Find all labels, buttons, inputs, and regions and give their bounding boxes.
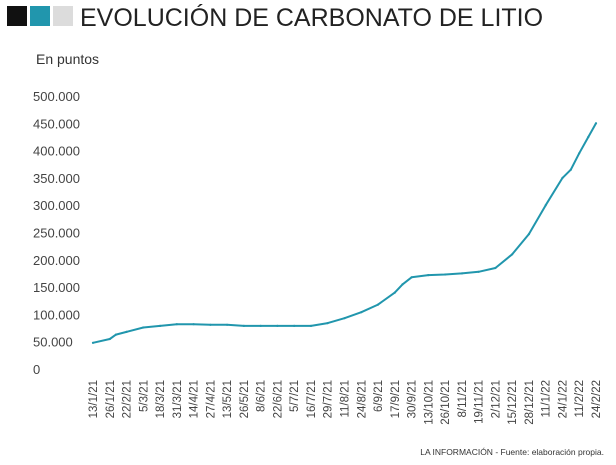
data-point: [309, 324, 313, 327]
y-tick-label: 400.000: [33, 144, 80, 159]
x-tick-label: 18/3/21: [155, 380, 167, 418]
x-tick-label: 14/4/21: [189, 380, 201, 418]
x-tick-label: 11/1/22: [541, 380, 553, 418]
x-tick-label: 15/12/21: [507, 380, 519, 425]
footer-source: LA INFORMACIÓN - Fuente: elaboración pro…: [420, 447, 604, 457]
x-tick-label: 28/12/21: [524, 380, 536, 425]
data-point: [544, 204, 547, 207]
data-point: [209, 323, 212, 326]
data-point: [259, 324, 262, 327]
data-point: [494, 266, 497, 270]
data-point: [477, 270, 480, 273]
data-point: [226, 323, 229, 326]
data-point: [410, 276, 413, 279]
data-point: [276, 324, 279, 327]
x-tick-label: 24/8/21: [356, 380, 368, 418]
y-tick-label: 300.000: [33, 198, 80, 213]
x-tick-label: 26/5/21: [239, 380, 251, 418]
series-line: [92, 122, 597, 344]
data-point: [460, 272, 463, 275]
x-tick-label: 24/1/22: [557, 380, 569, 418]
x-axis: 13/1/21 26/1/21 22/2/21 5/3/21 18/3/21 31/3/2…: [88, 380, 603, 425]
x-tick-label: 26/1/21: [105, 380, 117, 418]
y-tick-label: 100.000: [33, 307, 80, 322]
data-point: [242, 324, 245, 327]
x-tick-label: 19/11/21: [474, 380, 486, 424]
data-point: [159, 324, 162, 327]
x-tick-label: 8/6/21: [256, 380, 268, 412]
x-tick-label: 27/4/21: [205, 380, 217, 418]
data-point: [578, 152, 581, 155]
x-tick-label: 22/2/21: [122, 380, 134, 418]
x-tick-label: 6/9/21: [373, 380, 385, 412]
x-tick-label: 26/10/21: [440, 380, 452, 425]
data-point: [108, 337, 111, 341]
data-point: [444, 273, 447, 276]
data-point: [569, 168, 572, 171]
chart-title: EVOLUCIÓN DE CARBONATO DE LITIO: [80, 3, 543, 32]
data-point: [175, 323, 178, 326]
y-axis: 0 50.000 100.000 150.000 200.000 250.000 300.0…: [33, 89, 80, 377]
data-point: [343, 317, 346, 320]
y-tick-label: 50.000: [33, 335, 73, 350]
x-tick-label: 13/5/21: [222, 380, 234, 418]
y-tick-label: 450.000: [33, 116, 80, 131]
logo-square-2: [30, 6, 50, 26]
x-tick-label: 29/7/21: [323, 380, 335, 418]
x-tick-label: 24/2/22: [591, 380, 603, 418]
x-tick-label: 13/1/21: [88, 380, 100, 418]
x-tick-label: 5/3/21: [138, 380, 150, 412]
data-point: [393, 291, 396, 294]
plot-area: [91, 122, 598, 344]
y-tick-label: 150.000: [33, 280, 80, 295]
x-tick-label: 30/9/21: [407, 380, 419, 418]
y-tick-label: 250.000: [33, 226, 80, 241]
data-point: [587, 135, 590, 139]
x-tick-label: 11/2/22: [574, 380, 586, 418]
data-point: [192, 323, 195, 326]
data-point: [511, 253, 514, 256]
y-tick-label: 350.000: [33, 171, 80, 186]
x-tick-label: 2/12/21: [490, 380, 502, 418]
data-point: [427, 274, 430, 277]
data-point: [125, 330, 128, 333]
data-point: [376, 303, 380, 306]
x-tick-label: 17/9/21: [390, 380, 402, 418]
y-tick-label: 500.000: [33, 89, 80, 104]
data-point: [293, 324, 296, 327]
data-point: [142, 326, 145, 329]
footer-source-text: - Fuente: elaboración propia.: [493, 447, 604, 457]
data-point: [360, 311, 363, 314]
y-tick-label: 200.000: [33, 253, 80, 268]
data-point: [594, 122, 598, 125]
chart-subtitle: En puntos: [36, 51, 99, 67]
data-point: [561, 176, 564, 179]
x-tick-label: 31/3/21: [172, 380, 184, 418]
data-point: [401, 283, 404, 286]
data-point: [527, 233, 531, 236]
x-tick-label: 22/6/21: [272, 380, 284, 418]
x-tick-label: 5/7/21: [289, 380, 301, 412]
footer-brand: LA INFORMACIÓN: [420, 447, 493, 457]
logo-square-3: [53, 6, 73, 26]
data-point: [114, 333, 118, 336]
x-tick-label: 11/8/21: [340, 380, 352, 418]
logo-square-1: [7, 6, 27, 26]
y-tick-label: 0: [33, 362, 40, 377]
x-tick-label: 8/11/21: [457, 380, 469, 418]
data-point: [91, 341, 95, 344]
x-tick-label: 16/7/21: [306, 380, 318, 418]
x-tick-label: 13/10/21: [423, 380, 435, 425]
data-point: [326, 322, 329, 325]
